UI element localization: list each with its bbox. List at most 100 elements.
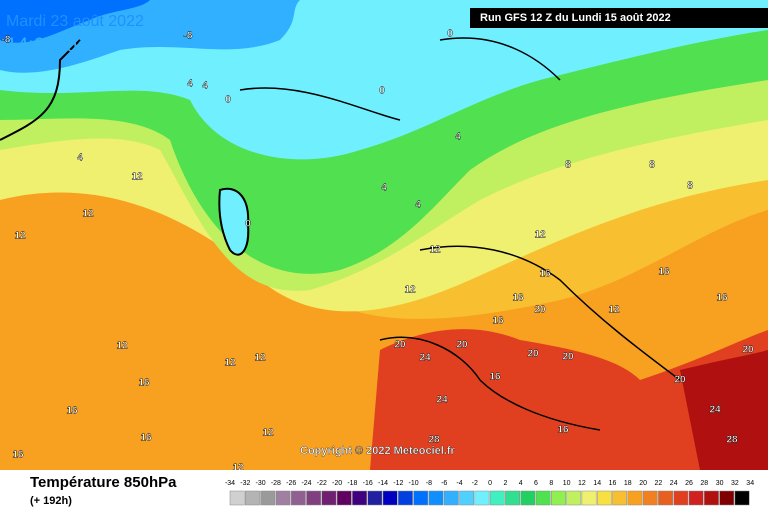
coastline [239,37,681,431]
isotherm-label: 24 [419,353,431,364]
legend-swatch [489,490,505,506]
legend-tick-label: -28 [271,480,281,487]
isotherm-label: 16 [140,433,152,444]
isotherm-label: 24 [709,405,721,416]
isotherm-label: 12 [534,230,546,241]
isotherm-label: 0 [245,219,251,230]
legend-swatch [306,490,322,506]
isotherm-label: 12 [608,305,620,316]
legend-tick-label: -18 [347,480,357,487]
isotherm-label: 12 [14,231,26,242]
zone-hot [370,329,768,470]
legend-swatch [627,490,643,506]
legend-swatch [382,490,398,506]
isotherm-label: 12 [429,245,441,256]
legend-swatch [336,490,352,506]
legend-swatch [321,490,337,506]
legend-swatch [367,490,383,506]
zone-very-hot [680,350,768,470]
run-text: Run GFS 12 Z du Lundi 15 août 2022 [480,12,671,24]
legend-tick-label: 30 [716,480,724,487]
isotherm-label: 16 [489,372,501,383]
legend-tick-label: 10 [563,480,571,487]
legend-swatch [459,490,475,506]
legend-swatch [352,490,367,506]
legend-tick-label: 8 [549,480,553,487]
legend-swatch [566,490,582,506]
isotherm-label: 20 [527,349,539,360]
legend-swatch [642,490,658,506]
legend-tick-label: 20 [639,480,647,487]
isotherm-label: 16 [138,378,150,389]
legend-title: Température 850hPa [30,474,177,491]
isotherm-label: 8 [687,181,693,192]
isotherm-label: 4 [187,79,193,90]
isotherm-label: 16 [512,293,524,304]
isotherm-label: 20 [534,305,546,316]
copyright: Copyright © 2022 Meteociel.fr [300,445,456,457]
legend-tick-label: 16 [609,480,617,487]
legend-tick-label: 0 [488,480,492,487]
legend-swatch [428,490,444,506]
isotherm-label: 0 [379,86,385,97]
isotherm-label: 16 [557,425,569,436]
legend-tick-label: 6 [534,480,538,487]
legend-tick-label: -14 [378,480,388,487]
isotherm-label: 4 [381,183,387,194]
legend-swatch [505,490,520,506]
legend-swatch [551,490,566,506]
isotherm-label: 12 [232,463,244,474]
legend-tick-label: -32 [240,480,250,487]
legend-swatch [688,490,704,506]
isotherm-label: 16 [12,450,24,461]
legend-tick-label: 18 [624,480,632,487]
legend-tick-label: 2 [503,480,507,487]
legend-tick-label: -10 [409,480,419,487]
legend-tick-label: 26 [685,480,693,487]
legend-swatch [658,490,673,506]
isotherm-label: 4 [455,132,461,143]
isotherm-label: 24 [436,395,448,406]
legend-tick-label: -2 [472,480,478,487]
isotherm-label: 4 [415,200,421,211]
greenland-outline [0,39,81,141]
legend-swatch [719,490,735,506]
iceland-outline [218,187,250,256]
legend-swatch [443,490,459,506]
legend-tick-label: -8 [426,480,432,487]
isotherm-label: 0 [447,29,453,40]
legend-swatch [596,490,612,506]
legend-tick-label: 32 [731,480,739,487]
isotherm-label: 20 [674,375,686,386]
isotherm-label: 12 [254,353,266,364]
legend-tick-label: -6 [441,480,447,487]
isotherm-label: 12 [404,285,416,296]
legend-tick-label: -26 [286,480,296,487]
legend-swatch [229,490,245,506]
color-scale: -34 -32 -30 -28 -26 -24 -22 -20 -18 -16 -14 -12 -10-… [225,480,754,506]
isotherm-label: 8 [565,160,571,171]
legend-tick-label: -24 [301,480,311,487]
isotherm-label: 20 [562,352,574,363]
legend-swatch [734,490,750,506]
isotherm-label: 12 [224,358,236,369]
legend-tick-label: 24 [670,480,678,487]
isotherm-label: 28 [726,435,738,446]
legend-swatch [413,490,429,506]
isotherm-label: 28 [428,435,440,446]
legend-swatch [245,490,260,506]
isotherm-label: 12 [262,428,274,439]
legend-swatch [612,490,628,506]
legend-tick-label: 4 [519,480,523,487]
legend-swatch [704,490,719,506]
isotherm-label: 20 [742,345,754,356]
isotherm-label: 16 [539,269,551,280]
isotherm-label: 12 [82,209,94,220]
isotherm-label: 16 [492,316,504,327]
legend-tick-label: -22 [317,480,327,487]
run-box [470,8,768,28]
isotherm-label: 16 [66,406,78,417]
legend-swatch [520,490,536,506]
